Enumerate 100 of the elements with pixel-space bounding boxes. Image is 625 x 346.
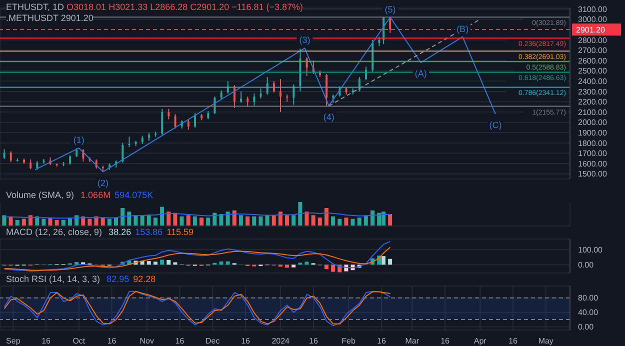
bar bbox=[226, 212, 230, 226]
bar bbox=[285, 264, 289, 268]
bar bbox=[272, 215, 276, 226]
candlestick bbox=[246, 96, 249, 108]
line-series bbox=[4, 246, 391, 271]
candlestick bbox=[194, 112, 196, 128]
candlestick bbox=[378, 36, 380, 47]
bar bbox=[344, 218, 348, 226]
bar bbox=[252, 216, 256, 226]
annotation: (2) bbox=[98, 178, 109, 188]
x-tick-label: 16 bbox=[309, 336, 318, 346]
bar bbox=[61, 220, 66, 226]
chart-title: ETHUSDT, 1D bbox=[6, 2, 64, 12]
bar bbox=[324, 208, 328, 226]
bar bbox=[2, 215, 6, 226]
bar bbox=[192, 216, 197, 226]
bar bbox=[388, 258, 392, 265]
text: 594.075K bbox=[114, 190, 154, 200]
bar bbox=[381, 212, 386, 226]
bar bbox=[285, 215, 289, 226]
y-tick-label: 0.00 bbox=[578, 260, 594, 270]
candlestick bbox=[389, 16, 392, 34]
bar bbox=[381, 256, 386, 265]
annotation: (C) bbox=[489, 120, 502, 130]
candlestick bbox=[187, 118, 190, 130]
x-tick-label: 16 bbox=[175, 336, 185, 346]
bar bbox=[292, 215, 296, 226]
bar bbox=[338, 218, 342, 226]
bar bbox=[200, 218, 204, 226]
text: 38.26 bbox=[108, 227, 132, 237]
candlestick bbox=[220, 90, 222, 100]
bar bbox=[238, 215, 243, 226]
line-series bbox=[4, 240, 391, 272]
bar bbox=[278, 212, 282, 226]
y-tick-label: 3000.00 bbox=[578, 15, 608, 24]
annotation: (B) bbox=[456, 24, 469, 34]
bar bbox=[324, 264, 328, 270]
x-tick-label: Dec bbox=[206, 336, 220, 346]
bar bbox=[153, 262, 158, 265]
bar bbox=[54, 220, 59, 226]
bar bbox=[107, 218, 112, 226]
candlestick bbox=[69, 154, 72, 166]
bar bbox=[206, 218, 210, 226]
x-tick-label: 16 bbox=[440, 336, 450, 346]
chart-title: Stoch RSI (14, 14, 3, 3) bbox=[6, 274, 100, 284]
x-tick-label: 16 bbox=[508, 336, 518, 346]
bar bbox=[219, 262, 224, 265]
bar bbox=[146, 215, 151, 226]
bar bbox=[22, 218, 26, 226]
y-tick-label: 80.00 bbox=[578, 294, 599, 303]
x-tick-label: May bbox=[538, 336, 554, 346]
x-tick-label: Oct bbox=[72, 336, 86, 346]
candlestick bbox=[280, 78, 282, 113]
x-tick-label: Feb bbox=[342, 336, 356, 346]
bar bbox=[160, 206, 164, 226]
annotation: (4) bbox=[323, 112, 334, 122]
text: 153.86 bbox=[135, 227, 163, 237]
bar bbox=[388, 214, 392, 226]
candlestick bbox=[174, 114, 176, 130]
y-tick-label: 2000.00 bbox=[578, 118, 608, 128]
bar bbox=[88, 218, 92, 226]
bar bbox=[15, 220, 20, 226]
y-tick-label: 1700.00 bbox=[578, 149, 608, 158]
y-tick-label: 2700.00 bbox=[578, 46, 608, 56]
y-tick-label: 0.00 bbox=[578, 322, 594, 332]
bar bbox=[180, 216, 184, 226]
x-tick-label: Apr bbox=[474, 336, 487, 346]
y-tick-label: 2100.00 bbox=[578, 108, 608, 117]
text: 92.28 bbox=[133, 274, 156, 284]
x-tick-label: 16 bbox=[42, 336, 52, 346]
bar bbox=[350, 218, 355, 226]
candlestick bbox=[266, 76, 268, 96]
bar bbox=[298, 202, 302, 226]
annotation: (1) bbox=[73, 135, 84, 146]
bar bbox=[74, 262, 79, 265]
x-tick-label: 16 bbox=[241, 336, 251, 346]
bar bbox=[311, 215, 316, 226]
candlestick bbox=[253, 93, 256, 106]
bar bbox=[370, 210, 374, 226]
chart-title: Volume (SMA, 9) bbox=[6, 190, 74, 200]
annotation: (A) bbox=[414, 68, 427, 79]
bar bbox=[146, 261, 151, 265]
ref-line-label: 2901.20 bbox=[576, 26, 606, 35]
bar bbox=[114, 218, 118, 226]
candlestick bbox=[30, 158, 32, 170]
bar bbox=[258, 216, 263, 226]
bar bbox=[166, 212, 171, 226]
candlestick bbox=[168, 108, 170, 120]
bar bbox=[232, 210, 236, 226]
candlestick bbox=[10, 150, 12, 163]
y-tick-label: 2800.00 bbox=[578, 36, 608, 45]
y-tick-label: 1600.00 bbox=[578, 159, 608, 168]
x-tick-label: 16 bbox=[107, 336, 117, 346]
y-tick-label: 2300.00 bbox=[578, 87, 608, 96]
annotation: O3018.01 H3021.33 L2866.28 C2901.20 −116.81 (−3.87%) bbox=[66, 2, 304, 12]
bar bbox=[304, 262, 309, 265]
y-tick-label: 100.00 bbox=[578, 245, 604, 254]
x-tick-label: 2024 bbox=[272, 336, 290, 346]
x-tick-label: Nov bbox=[140, 336, 154, 346]
y-tick-label: 2600.00 bbox=[578, 56, 608, 66]
